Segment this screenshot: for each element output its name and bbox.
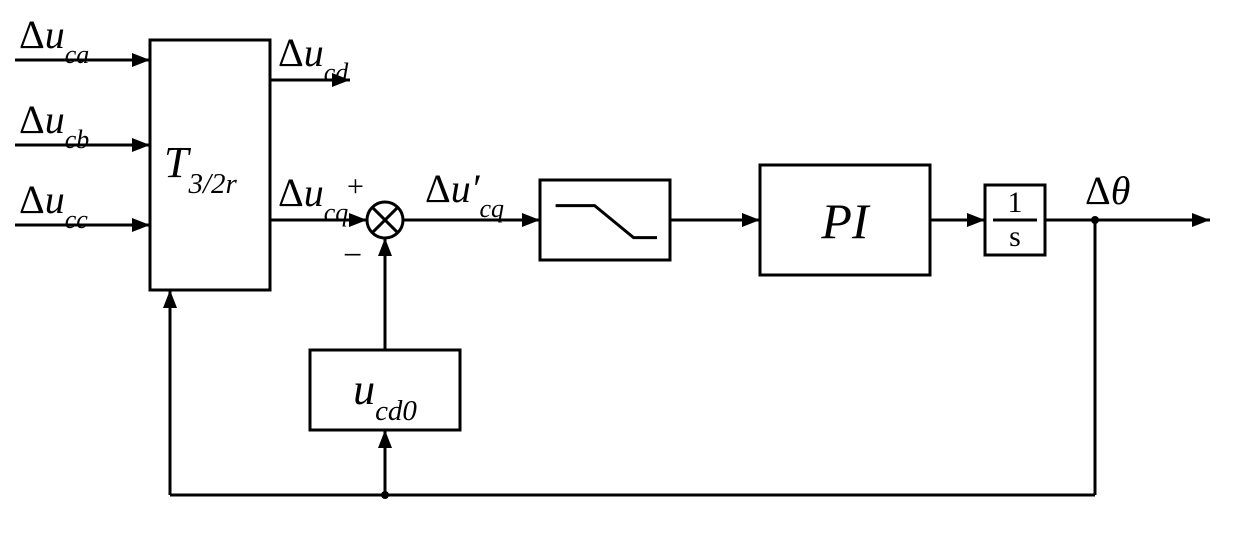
tap-dot — [1091, 216, 1099, 224]
out-qp-label: Δu′cq — [425, 166, 504, 223]
out-q-label: Δucq — [278, 170, 348, 227]
ucd0-to-sum-head — [378, 238, 392, 256]
theta-label: Δθ — [1085, 168, 1130, 213]
branch-dot — [381, 491, 389, 499]
lowpass-block — [540, 180, 670, 260]
in-b-wire-head — [132, 138, 150, 152]
sum-plus: + — [347, 170, 364, 203]
lp-to-pi-head — [742, 213, 760, 227]
int-to-out-head — [1192, 213, 1210, 227]
lowpass-icon — [556, 206, 657, 238]
sum-to-lp-head — [522, 213, 540, 227]
sum-minus: − — [343, 237, 362, 274]
fb-into-ucd0-head — [378, 430, 392, 448]
out-q-wire-head — [349, 213, 367, 227]
pi-label: PI — [820, 193, 871, 249]
integrator-den: s — [1009, 220, 1021, 253]
transform-label: T3/2r — [164, 138, 238, 200]
in-c-wire-head — [132, 218, 150, 232]
in-a-wire-head — [132, 53, 150, 67]
fb-into-transform-head — [163, 290, 177, 308]
out-d-label: Δucd — [278, 30, 349, 87]
integrator-num: 1 — [1008, 186, 1023, 219]
pi-to-int-head — [967, 213, 985, 227]
ucd0-label: ucd0 — [353, 365, 417, 427]
